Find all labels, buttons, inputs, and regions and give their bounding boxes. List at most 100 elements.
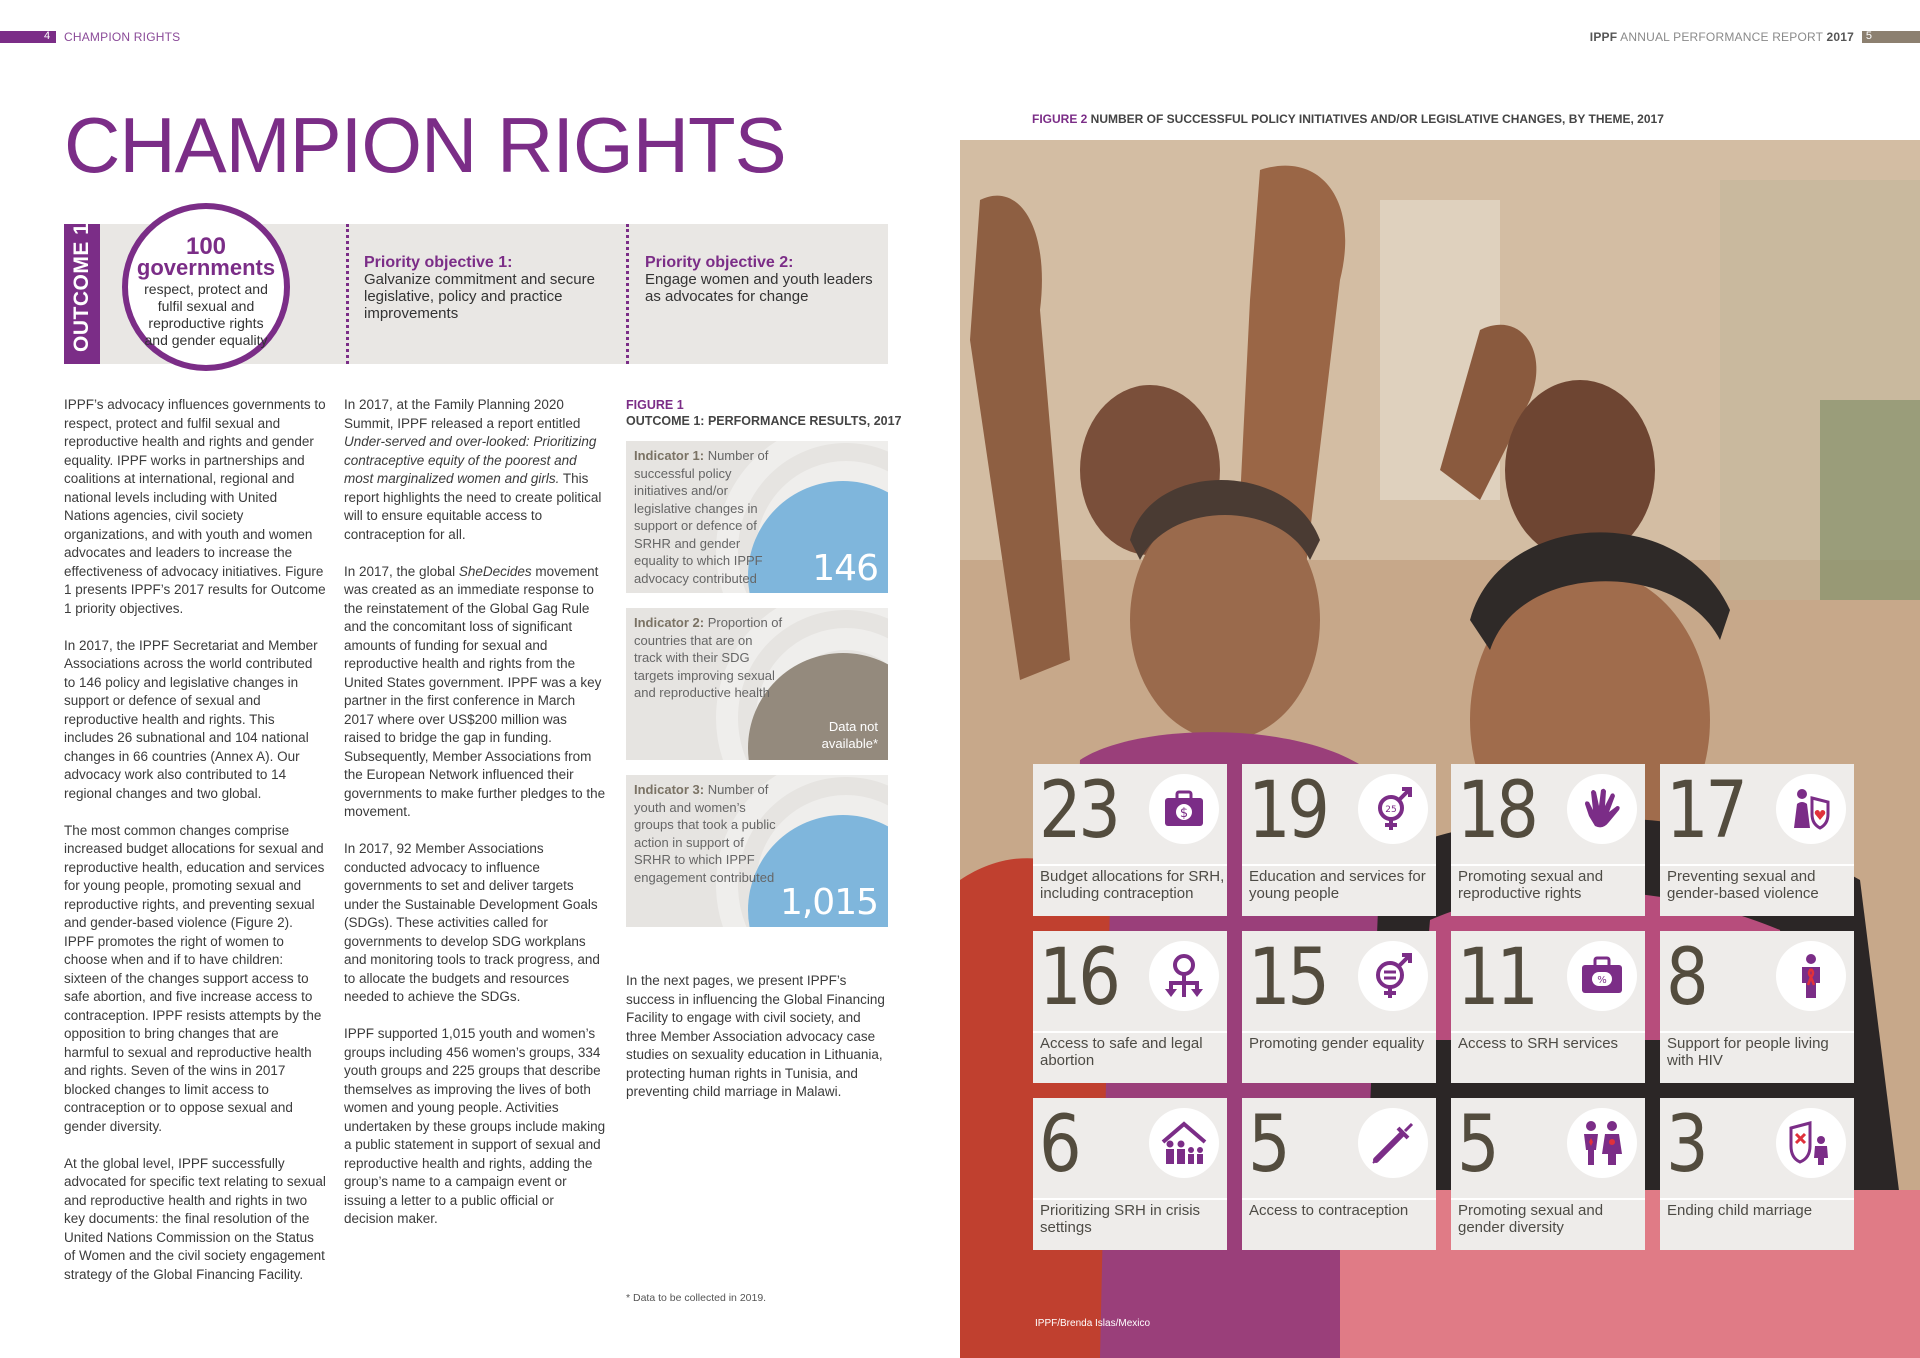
priority-objective-2: Priority objective 2: Engage women and y… [645,254,885,305]
theme-tile: 23 $ Budget allocations for SRH, including… [1033,764,1227,916]
left-running-title: CHAMPION RIGHTS [64,30,181,44]
objective-text: Galvanize commitment and secure legislat… [364,271,595,322]
theme-tile: 19 25 Education and services for young peo… [1242,764,1436,916]
indicator-1-panel: Indicator 1: Number of successful policy… [626,441,888,593]
theme-count: 11 [1457,933,1539,1023]
objective-divider [626,224,629,364]
money-bag-icon: $ [1149,774,1219,844]
theme-label: Access to SRH services [1458,1035,1619,1052]
page-title: CHAMPION RIGHTS [64,101,787,189]
paragraph: The most common changes comprise increas… [64,822,325,1134]
theme-label: Preventing sexual and gender-based viole… [1667,868,1819,902]
theme-tile: 5 Access to contraception [1242,1098,1436,1250]
objective-text: Engage women and youth leaders as advoca… [645,271,873,305]
indicator-name: Indicator 2: [634,615,705,630]
priority-objective-1: Priority objective 1: Galvanize commitme… [364,254,604,322]
paragraph: In the next pages, we present IPPF’s suc… [626,973,885,1099]
theme-count: 17 [1666,766,1748,856]
choice-arrows-icon [1149,941,1219,1011]
tile-divider [1033,864,1227,866]
theme-label: Access to contraception [1249,1202,1409,1219]
indicator-name: Indicator 1: [634,448,705,463]
indicator-3-text: Indicator 3: Number of youth and women’s… [634,782,776,885]
outcome-tab: OUTCOME 1 [64,222,100,364]
outcome-number: 100 [185,233,227,260]
gender-equality-icon [1358,941,1428,1011]
svg-text:25: 25 [1385,805,1396,815]
tile-divider [1451,864,1645,866]
family-shelter-icon [1149,1108,1219,1178]
left-page-strip [0,31,56,43]
tile-divider [1660,864,1854,866]
right-running-title: IPPF ANNUAL PERFORMANCE REPORT 2017 [1590,30,1854,44]
footnote: * Data to be collected in 2019. [626,1292,767,1304]
tile-divider [1660,1198,1854,1200]
objective-title: Priority objective 1: [364,254,513,271]
theme-tile: 8 Support for people living with HIV [1660,931,1854,1083]
tile-divider [1660,1031,1854,1033]
paragraph: In 2017, 92 Member Associations conducte… [344,841,600,1004]
indicator-2-text: Indicator 2: Proportion of countries tha… [634,615,783,700]
report-title: Under-served and over-looked: Prioritizi… [344,434,597,486]
body-column-2: In 2017, at the Family Planning 2020 Sum… [344,396,606,1247]
indicator-1-value: 146 [812,548,879,589]
photo-credit: IPPF/Brenda Islas/Mexico [1035,1318,1151,1329]
figure-1-title: OUTCOME 1: PERFORMANCE RESULTS, 2017 [626,414,902,428]
objective-divider [346,224,349,364]
paragraph: In 2017, the IPPF Secretariat and Member… [64,637,318,801]
right-title-middle: ANNUAL PERFORMANCE REPORT [1617,30,1827,44]
theme-tile: 6 Prioritizing SRH in crisis settings [1033,1098,1227,1250]
contraceptive-device-icon [1358,1108,1428,1178]
indicator-name: Indicator 3: [634,782,705,797]
right-page-strip [1862,31,1920,43]
theme-count: 23 [1039,766,1121,856]
theme-count: 18 [1457,766,1539,856]
tile-divider [1033,1031,1227,1033]
movement-name: SheDecides [458,563,532,579]
theme-tile: 16 Access to safe and legal abortion [1033,931,1227,1083]
figure-2-caption: FIGURE 2 NUMBER OF SUCCESSFUL POLICY INI… [1032,112,1664,126]
theme-count: 6 [1039,1100,1082,1190]
paragraph: In 2017, at the Family Planning 2020 Sum… [344,397,602,542]
theme-label: Support for people living with HIV [1667,1035,1829,1069]
theme-tile: 15 Promoting gender equality [1242,931,1436,1083]
right-title-org: IPPF [1589,30,1618,44]
theme-count: 8 [1666,933,1709,1023]
theme-count: 3 [1666,1100,1709,1190]
paragraph: In 2017, the global SheDecides movement … [344,563,606,820]
right-page-number: 5 [1865,30,1872,42]
tile-divider [1242,864,1436,866]
indicator-2-panel: Indicator 2: Proportion of countries tha… [626,608,888,760]
paragraph: IPPF’s advocacy influences governments t… [64,397,326,616]
youth-gender-icon: 25 [1358,774,1428,844]
outcome-description: respect, protect and fulfil sexual and r… [144,281,268,348]
right-title-year: 2017 [1826,30,1854,44]
paragraph: IPPF supported 1,015 youth and women’s g… [344,1026,606,1226]
indicator-2-value: Data not available* [821,719,878,751]
outcome-governments: governments [136,255,276,280]
outcome-tab-label: OUTCOME 1 [70,222,93,352]
indicator-3-value: 1,015 [779,882,879,923]
tile-divider [1242,1198,1436,1200]
theme-label: Ending child marriage [1667,1202,1813,1219]
theme-label: Promoting gender equality [1249,1035,1425,1052]
theme-label: Budget allocations for SRH, including co… [1040,868,1225,902]
theme-label: Education and services for young people [1249,868,1426,902]
theme-tile: 5 Promoting sexual and gender diversity [1451,1098,1645,1250]
theme-label: Prioritizing SRH in crisis settings [1040,1202,1201,1236]
person-ribbon-icon [1776,941,1846,1011]
medical-kit-icon: % [1567,941,1637,1011]
tile-divider [1451,1031,1645,1033]
diverse-people-icon [1567,1108,1637,1178]
theme-tile: 17 Preventing sexual and gender-based vio… [1660,764,1854,916]
theme-tile: 11% Access to SRH services [1451,931,1645,1083]
left-page-number: 4 [44,30,51,42]
objective-title: Priority objective 2: [645,254,794,271]
theme-count: 19 [1248,766,1330,856]
figure-2-label: FIGURE 2 [1032,112,1088,126]
theme-count: 15 [1248,933,1330,1023]
theme-tile: 3 Ending child marriage [1660,1098,1854,1250]
raised-hand-icon [1567,774,1637,844]
paragraph: At the global level, IPPF successfully a… [64,1155,326,1282]
indicator-3-panel: Indicator 3: Number of youth and women’s… [626,775,888,927]
